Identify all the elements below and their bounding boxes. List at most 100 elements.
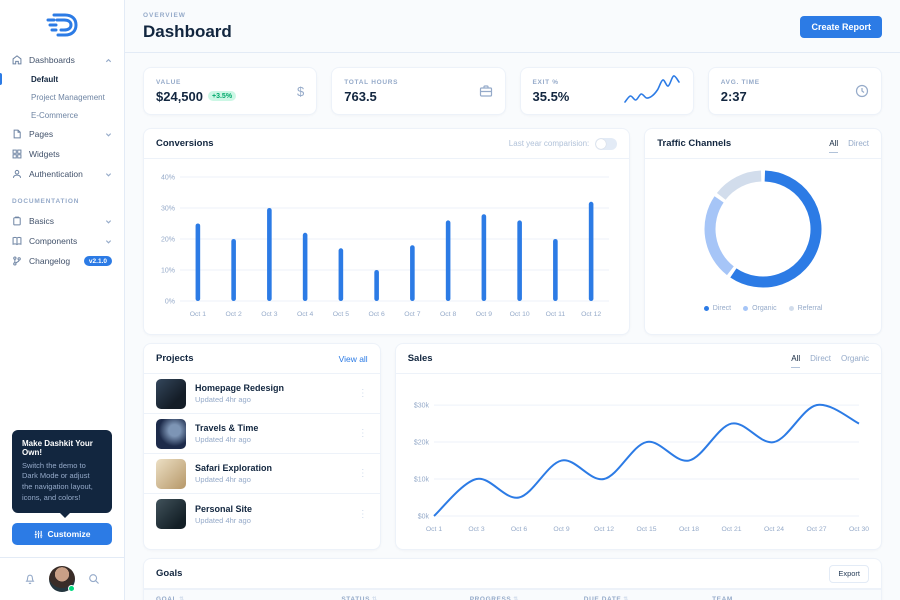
svg-text:40%: 40% [161,175,175,182]
content-area: VALUE $24,500 +3.5% $ TOTAL HOURS 763.5 [125,53,900,600]
legend-dot [743,306,749,311]
traffic-donut-chart [697,163,829,300]
sidebar-item-label: Widgets [29,149,60,159]
app-logo[interactable] [0,0,124,48]
legend-label: Direct [712,305,732,312]
trend-badge: +3.5% [208,91,237,101]
project-meta: Updated 4hr ago [195,475,251,484]
project-name: Personal Site [195,503,253,514]
sidebar-subitem-label: Project Management [31,92,105,102]
toggle-label: Last year comparision: [508,139,590,148]
svg-text:$20k: $20k [414,440,430,447]
sidebar-item-ecommerce[interactable]: E-Commerce [0,106,124,124]
promo-body: Switch the demo to Dark Mode or adjust t… [22,460,93,503]
project-meta: Updated 4hr ago [195,395,251,404]
svg-text:20%: 20% [161,237,175,244]
list-item[interactable]: Personal Site Updated 4hr ago ⋮ [144,494,380,534]
tab-all[interactable]: All [791,345,800,372]
list-item[interactable]: Safari Exploration Updated 4hr ago ⋮ [144,454,380,494]
sidebar-item-label: Changelog [29,256,71,266]
home-icon [12,55,22,65]
column-header-progress[interactable]: PROGRESS ⇅ [470,596,584,600]
customize-button-label: Customize [47,529,91,539]
project-thumbnail [156,378,186,409]
svg-text:Oct 9: Oct 9 [476,311,492,318]
bell-icon[interactable] [24,573,36,585]
legend-item-referral: Referral [788,305,823,312]
svg-text:Oct 15: Oct 15 [636,526,656,533]
create-report-button[interactable]: Create Report [800,16,882,38]
conversions-bar-chart: 0% 10% 20% 30% 40% Oct 1 Oct 2 Oct 3 Oct 4 Oct 5 O… [144,159,629,334]
export-button[interactable]: Export [829,564,869,583]
legend-item-organic: Organic [743,305,777,312]
sparkline-chart [623,74,681,109]
legend-label: Organic [752,305,777,312]
sort-icon: ⇅ [372,597,378,600]
tab-direct[interactable]: Direct [810,354,831,363]
stat-card-value: VALUE $24,500 +3.5% $ [143,67,318,115]
version-badge: v2.1.0 [83,256,112,266]
svg-text:Oct 11: Oct 11 [546,311,566,318]
svg-text:Oct 6: Oct 6 [369,311,385,318]
svg-text:$30k: $30k [414,403,430,410]
kebab-menu-icon[interactable]: ⋮ [357,468,368,479]
column-header-team[interactable]: TEAM [712,596,733,600]
stat-card-total-hours: TOTAL HOURS 763.5 [331,67,506,115]
project-name: Safari Exploration [195,463,273,473]
sidebar-item-components[interactable]: Components [0,231,124,251]
column-header-due-date[interactable]: DUE DATE ⇅ [584,596,712,600]
dashkit-logo-icon [46,13,78,37]
sidebar-item-pages[interactable]: Pages [0,124,124,144]
projects-sales-row: Projects View all Homepage Redesign Upda… [143,343,882,550]
legend-label: Referral [797,305,823,312]
sidebar-item-label: Dashboards [29,55,75,65]
grid-icon [12,149,22,159]
column-header-status[interactable]: STATUS ⇅ [341,596,469,600]
project-meta: Updated 4hr ago [195,515,251,525]
list-item[interactable]: Homepage Redesign Updated 4hr ago ⋮ [144,374,380,414]
page-pretitle: OVERVIEW [143,12,186,19]
view-all-link[interactable]: View all [338,353,368,364]
svg-text:Oct 3: Oct 3 [261,311,277,318]
book-icon [12,236,22,246]
chevron-down-icon [105,238,112,245]
stat-label: TOTAL HOURS [344,78,399,86]
sidebar-item-basics[interactable]: Basics [0,211,124,231]
search-icon[interactable] [88,573,100,585]
list-item[interactable]: Travels & Time Updated 4hr ago ⋮ [144,414,380,454]
stat-label: VALUE [156,78,182,86]
sidebar-item-widgets[interactable]: Widgets [0,144,124,164]
customize-button[interactable]: Customize [12,523,112,545]
sliders-icon [34,530,42,538]
sort-icon: ⇅ [623,597,629,600]
tab-direct[interactable]: Direct [848,139,869,148]
sidebar-item-changelog[interactable]: Changelog v2.1.0 [0,251,124,271]
sidebar-item-label: Authentication [29,169,83,179]
column-header-goal[interactable]: GOAL ⇅ [156,596,341,600]
user-avatar[interactable] [49,566,75,592]
svg-text:10%: 10% [161,268,175,275]
briefcase-icon [479,84,493,98]
sidebar-item-project-management[interactable]: Project Management [0,88,124,106]
svg-text:Oct 4: Oct 4 [297,311,313,318]
project-thumbnail [156,499,186,529]
kebab-menu-icon[interactable]: ⋮ [357,508,368,520]
sidebar-item-dashboards[interactable]: Dashboards [0,50,124,70]
last-year-toggle[interactable] [595,137,618,150]
promo-card: Make Dashkit Your Own! Switch the demo t… [12,429,112,518]
svg-text:$10k: $10k [414,477,430,484]
svg-text:0%: 0% [165,299,175,306]
tab-organic[interactable]: Organic [840,354,869,363]
donut-legend: Direct Organic Referral [703,305,823,312]
kebab-menu-icon[interactable]: ⋮ [357,428,368,439]
tab-all[interactable]: All [829,130,838,157]
svg-text:Oct 10: Oct 10 [510,311,530,318]
charts-row: Conversions Last year comparision: 0% 10%… [143,128,882,335]
svg-text:Oct 6: Oct 6 [511,526,527,533]
sidebar-item-authentication[interactable]: Authentication [0,164,124,184]
sidebar-item-default[interactable]: Default [0,70,124,88]
stat-label: AVG. TIME [720,78,760,86]
chevron-down-icon [105,131,112,138]
kebab-menu-icon[interactable]: ⋮ [357,388,368,399]
